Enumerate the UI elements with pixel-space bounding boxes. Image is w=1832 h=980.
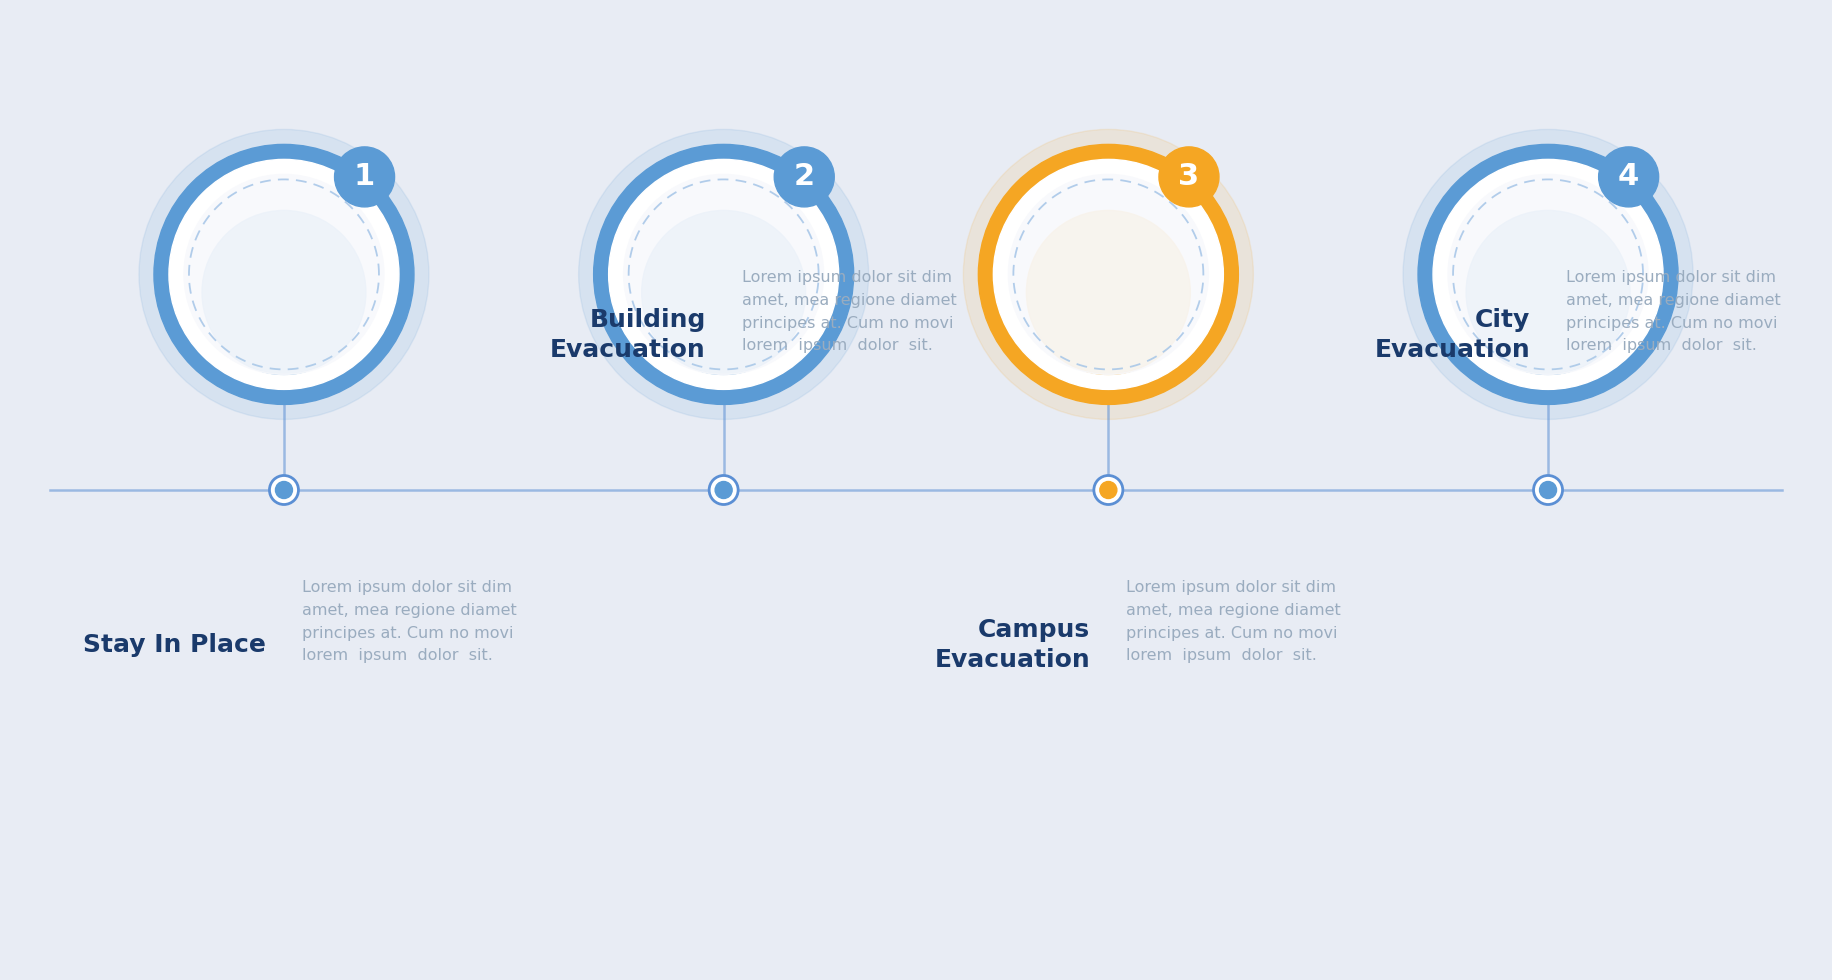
Circle shape: [1539, 481, 1557, 499]
Circle shape: [993, 160, 1224, 389]
Circle shape: [1403, 129, 1693, 419]
Text: 2: 2: [793, 163, 815, 191]
Text: Lorem ipsum dolor sit dim
amet, mea regione diamet
principes at. Cum no movi
lor: Lorem ipsum dolor sit dim amet, mea regi…: [742, 270, 956, 354]
Text: 1: 1: [354, 163, 376, 191]
Circle shape: [154, 144, 414, 405]
Text: Lorem ipsum dolor sit dim
amet, mea regione diamet
principes at. Cum no movi
lor: Lorem ipsum dolor sit dim amet, mea regi…: [1127, 580, 1341, 663]
Circle shape: [169, 160, 399, 389]
Circle shape: [1433, 160, 1663, 389]
Circle shape: [641, 211, 806, 374]
Text: Lorem ipsum dolor sit dim
amet, mea regione diamet
principes at. Cum no movi
lor: Lorem ipsum dolor sit dim amet, mea regi…: [1566, 270, 1781, 354]
Circle shape: [1466, 211, 1630, 374]
Circle shape: [608, 160, 839, 389]
Circle shape: [1008, 174, 1209, 374]
Circle shape: [709, 475, 738, 505]
Circle shape: [139, 129, 429, 419]
Text: Building
Evacuation: Building Evacuation: [550, 308, 705, 363]
Circle shape: [714, 481, 733, 499]
Circle shape: [1418, 144, 1678, 405]
Circle shape: [269, 475, 299, 505]
Circle shape: [623, 174, 824, 374]
Circle shape: [1094, 475, 1123, 505]
Circle shape: [1447, 174, 1649, 374]
Circle shape: [275, 481, 293, 499]
Circle shape: [579, 129, 868, 419]
Text: Stay In Place: Stay In Place: [82, 633, 266, 657]
Circle shape: [183, 174, 385, 374]
Circle shape: [1160, 147, 1218, 207]
Circle shape: [964, 129, 1253, 419]
Text: City
Evacuation: City Evacuation: [1374, 308, 1530, 363]
Circle shape: [1533, 475, 1563, 505]
Circle shape: [335, 147, 394, 207]
Circle shape: [202, 211, 366, 374]
Text: 3: 3: [1178, 163, 1200, 191]
Circle shape: [1099, 481, 1118, 499]
Circle shape: [594, 144, 854, 405]
Circle shape: [978, 144, 1238, 405]
Circle shape: [1599, 147, 1658, 207]
Text: Lorem ipsum dolor sit dim
amet, mea regione diamet
principes at. Cum no movi
lor: Lorem ipsum dolor sit dim amet, mea regi…: [302, 580, 517, 663]
Text: Campus
Evacuation: Campus Evacuation: [934, 617, 1090, 672]
Circle shape: [1026, 211, 1191, 374]
Circle shape: [775, 147, 834, 207]
Text: 4: 4: [1618, 163, 1640, 191]
